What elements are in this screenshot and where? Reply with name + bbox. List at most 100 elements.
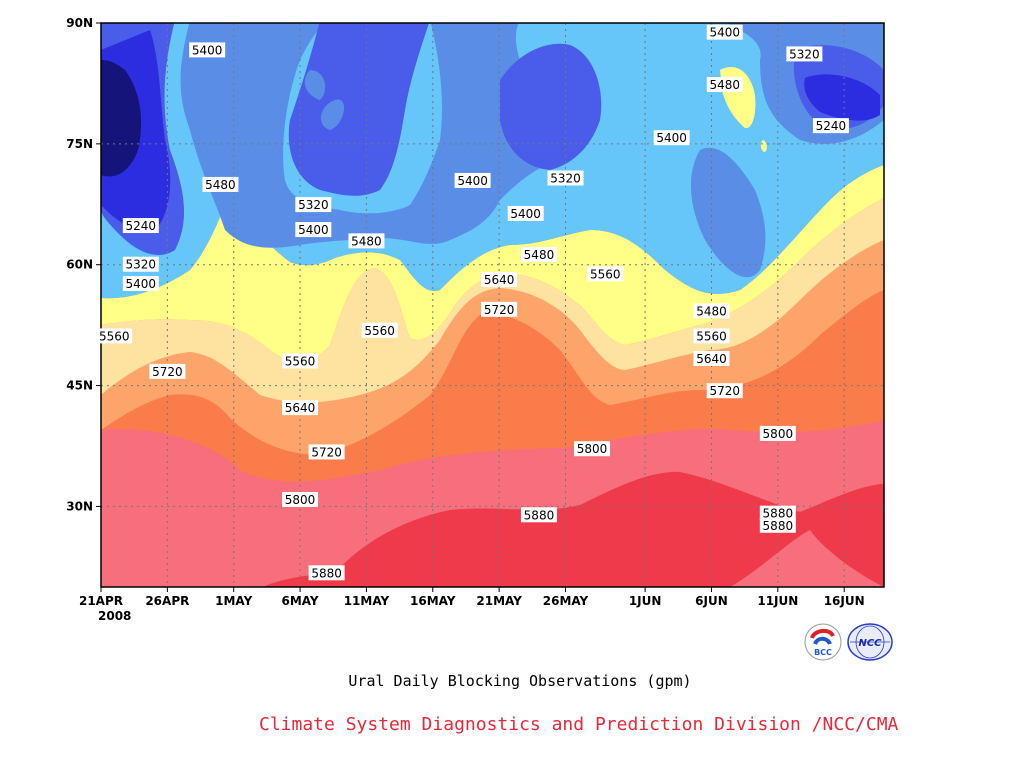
- contour-label-text: 5800: [285, 493, 316, 507]
- contour-label-text: 5720: [484, 303, 515, 317]
- contour-label: 5640: [282, 400, 319, 416]
- contour-label-bg: [574, 441, 611, 457]
- chart-title: Ural Daily Blocking Observations (gpm): [348, 672, 692, 690]
- x-tick-label: 6MAY: [282, 594, 319, 608]
- contour-label-text: 5400: [457, 174, 488, 188]
- y-tick-label: 45N: [66, 379, 93, 393]
- contour-label-bg: [122, 276, 159, 292]
- contour-label: 5320: [547, 170, 584, 186]
- contour-label-text: 5800: [763, 427, 794, 441]
- contour-label: 5800: [574, 441, 611, 457]
- contour-label-text: 5720: [152, 365, 183, 379]
- contour-label-text: 5400: [709, 26, 740, 40]
- contour-label: 5880: [759, 505, 796, 521]
- contour-label-text: 5320: [789, 47, 820, 61]
- contour-label-bg: [520, 507, 557, 523]
- contour-label-bg: [361, 322, 398, 338]
- contour-label: 5720: [149, 363, 186, 379]
- contour-label-text: 5480: [709, 78, 740, 92]
- contour-label-text: 5240: [126, 219, 157, 233]
- contour-label-bg: [693, 328, 730, 344]
- ncc-logo-text: NCC: [858, 638, 882, 649]
- contour-label-text: 5880: [311, 566, 342, 580]
- band-5480: [101, 165, 884, 362]
- contour-label-bg: [759, 425, 796, 441]
- contour-label-bg: [295, 222, 332, 238]
- contour-label-text: 5400: [192, 43, 223, 57]
- contour-label-text: 5640: [696, 352, 727, 366]
- contour-label-text: 5480: [696, 304, 727, 318]
- contour-label: 5480: [348, 233, 385, 249]
- x-tick-label: 21APR: [79, 594, 123, 608]
- contour-label: 5400: [122, 276, 159, 292]
- y-tick-label: 30N: [66, 499, 93, 513]
- contour-label: 5560: [282, 353, 319, 369]
- contour-label: 5320: [122, 256, 159, 272]
- contour-label-bg: [507, 205, 544, 221]
- contour-label-text: 5320: [298, 198, 329, 212]
- contour-label-bg: [706, 77, 743, 93]
- y-tick-label: 75N: [66, 137, 93, 151]
- contour-label: 5240: [122, 218, 159, 234]
- contour-label-bg: [481, 272, 518, 288]
- contour-label-bg: [202, 176, 239, 192]
- contour-label: 5240: [812, 118, 849, 134]
- contour-label: 5480: [202, 176, 239, 192]
- contour-label-text: 5880: [524, 508, 555, 522]
- contour-label-bg: [308, 565, 345, 581]
- contour-label: 5880: [759, 517, 796, 533]
- x-tick-label: 11MAY: [344, 594, 390, 608]
- contour-label-bg: [282, 353, 319, 369]
- contour-label: 5720: [706, 383, 743, 399]
- x-tick-label: 1MAY: [215, 594, 252, 608]
- x-tick-label: 21MAY: [476, 594, 522, 608]
- plot-frame: [100, 22, 885, 588]
- bcc-logo-text: BCC: [814, 648, 832, 657]
- contour-label-text: 5880: [763, 507, 794, 521]
- contour-label: 5800: [282, 491, 319, 507]
- contour-label: 5480: [693, 303, 730, 319]
- contour-label-bg: [587, 266, 624, 282]
- contour-label-text: 5400: [656, 131, 687, 145]
- contour-label-text: 5480: [351, 234, 382, 248]
- x-tick-label: 26APR: [145, 594, 189, 608]
- contour-label-bg: [295, 197, 332, 213]
- contour-label-text: 5640: [484, 273, 515, 287]
- contour-label-bg: [786, 46, 823, 62]
- contour-label: 5880: [308, 565, 345, 581]
- contour-label-text: 5720: [709, 384, 740, 398]
- x-tick-label: 16JUN: [824, 594, 865, 608]
- contour-label-bg: [282, 491, 319, 507]
- band-5240-hole: [304, 70, 345, 130]
- contour-label: 5880: [520, 507, 557, 523]
- y-tick-label: 60N: [66, 258, 93, 272]
- contour-label: 5560: [361, 322, 398, 338]
- contour-label: 5480: [520, 247, 557, 263]
- y-tick-label: 90N: [66, 16, 93, 30]
- contour-label-bg: [759, 517, 796, 533]
- contour-label: 5640: [693, 350, 730, 366]
- contour-label: 5400: [507, 205, 544, 221]
- band-5880: [262, 471, 884, 587]
- contour-label-bg: [759, 505, 796, 521]
- contour-label-text: 5560: [696, 329, 727, 343]
- band-5880-lower-left: [101, 410, 340, 587]
- contour-label-text: 5480: [524, 248, 555, 262]
- contour-label: 5400: [295, 222, 332, 238]
- contour-labels: 5400 5400 5320 5480 5240 5400 5480 5400 5320 5320…: [96, 24, 849, 581]
- bcc-logo: BCC: [804, 623, 842, 661]
- contour-label-bg: [693, 350, 730, 366]
- contour-label-text: 5800: [577, 442, 608, 456]
- contour-label-bg: [189, 42, 226, 58]
- contour-label: 5400: [653, 130, 690, 146]
- contour-label-text: 5320: [126, 258, 157, 272]
- x-tick-label: 6JUN: [695, 594, 728, 608]
- contour-label-text: 5400: [298, 223, 329, 237]
- contour-label: 5720: [308, 444, 345, 460]
- x-axis-year: 2008: [98, 609, 131, 623]
- contour-label-bg: [122, 256, 159, 272]
- contour-label: 5400: [189, 42, 226, 58]
- contour-label-text: 5640: [285, 401, 316, 415]
- contour-label-text: 5720: [311, 445, 342, 459]
- x-tick-label: 1JUN: [629, 594, 662, 608]
